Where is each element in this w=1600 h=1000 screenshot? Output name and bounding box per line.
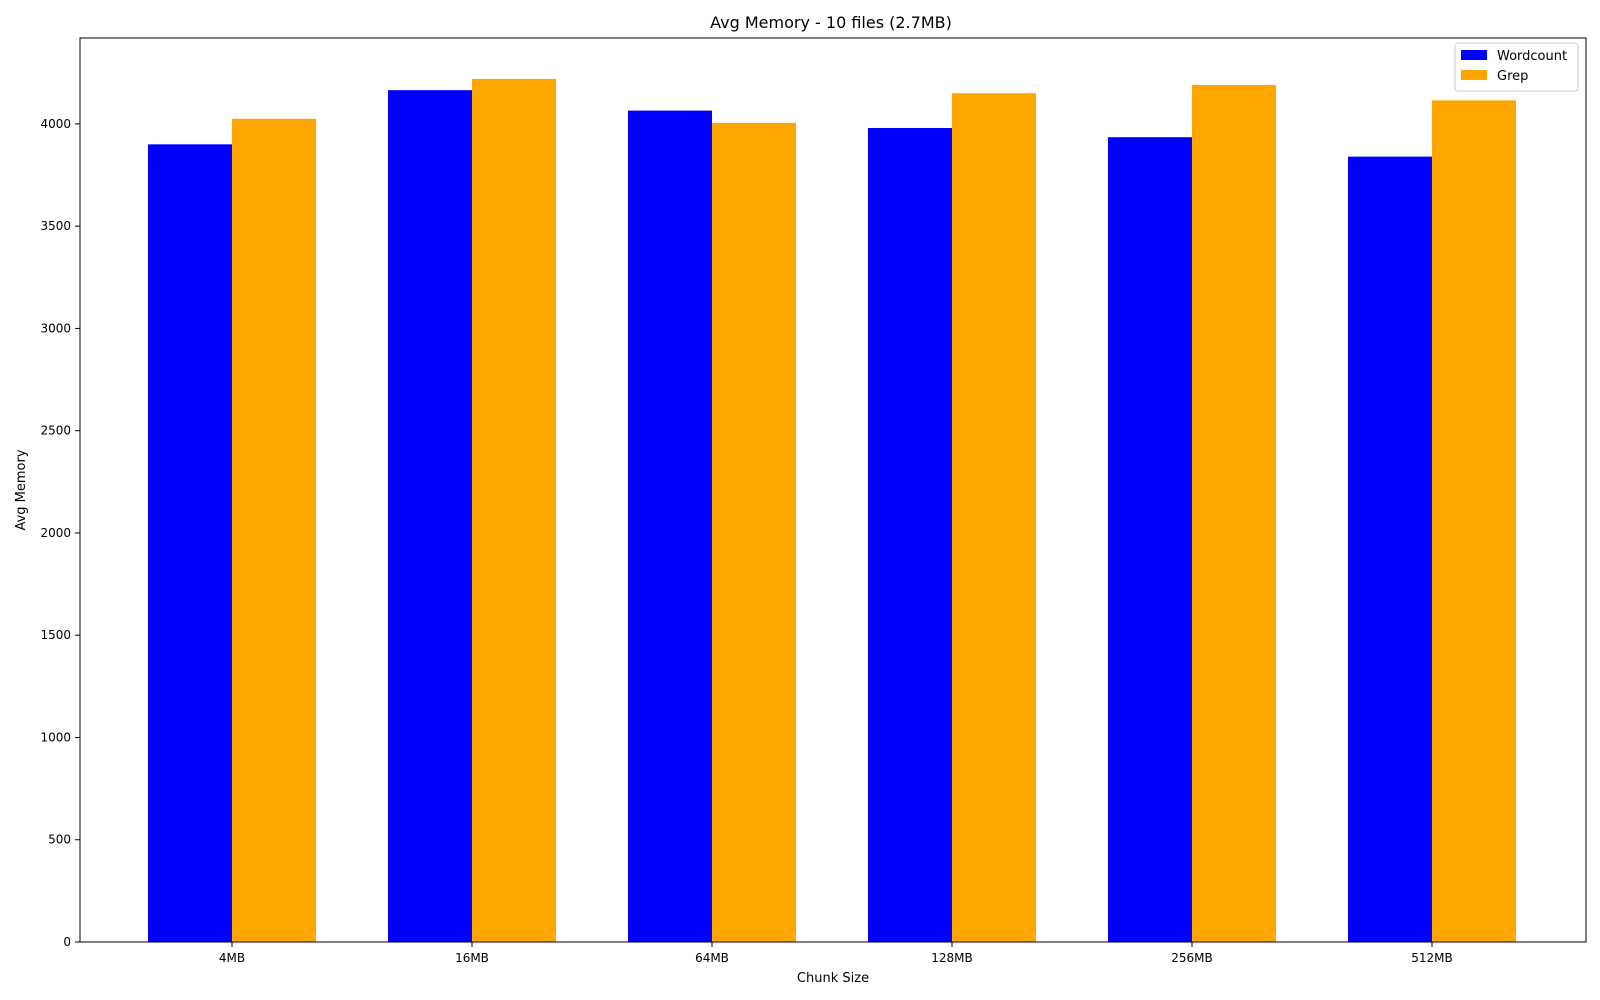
bar-wordcount-512mb xyxy=(1348,156,1432,942)
x-tick-label: 64MB xyxy=(695,951,729,965)
y-tick-label: 500 xyxy=(48,833,71,847)
bar-grep-512mb xyxy=(1432,100,1516,943)
bar-wordcount-16mb xyxy=(388,90,472,942)
y-tick-label: 2500 xyxy=(40,424,71,438)
bar-grep-64mb xyxy=(712,122,796,943)
x-tick-label: 128MB xyxy=(931,951,973,965)
bar-grep-128mb xyxy=(952,93,1036,942)
legend-swatch-grep xyxy=(1461,70,1487,80)
x-tick-label: 16MB xyxy=(455,951,489,965)
y-axis-label: Avg Memory xyxy=(14,449,29,530)
bar-grep-16mb xyxy=(472,78,556,943)
x-tick-label: 4MB xyxy=(219,951,245,965)
y-tick-label: 1500 xyxy=(40,628,71,642)
legend-label-wordcount: Wordcount xyxy=(1497,49,1567,64)
bar-wordcount-4mb xyxy=(148,144,232,943)
legend-label-grep: Grep xyxy=(1497,69,1528,84)
y-tick-label: 3000 xyxy=(40,321,71,335)
y-tick-label: 0 xyxy=(63,935,71,949)
bar-grep-256mb xyxy=(1192,85,1276,943)
y-tick-label: 3500 xyxy=(40,219,71,233)
legend-swatch-wordcount xyxy=(1461,50,1487,60)
legend: Wordcount Grep xyxy=(1454,42,1579,92)
bars-layer xyxy=(148,78,1516,943)
y-tick-label: 1000 xyxy=(40,730,71,744)
bar-wordcount-128mb xyxy=(868,127,952,942)
y-tick-label: 4000 xyxy=(40,117,71,131)
bar-wordcount-64mb xyxy=(628,110,712,943)
bar-grep-4mb xyxy=(232,118,316,942)
plot-frame xyxy=(79,37,1587,943)
bar-wordcount-256mb xyxy=(1108,137,1192,942)
x-axis-ticks: 4MB 16MB 64MB 128MB 256MB 512MB xyxy=(219,942,1453,965)
x-tick-label: 256MB xyxy=(1171,951,1213,965)
x-tick-label: 512MB xyxy=(1411,951,1453,965)
x-axis-label: Chunk Size xyxy=(797,971,869,986)
y-axis-ticks: 0 500 1000 1500 2000 2500 3000 3500 4000 xyxy=(40,117,80,949)
chart-title: Avg Memory - 10 files (2.7MB) xyxy=(710,13,952,32)
y-tick-label: 2000 xyxy=(40,526,71,540)
